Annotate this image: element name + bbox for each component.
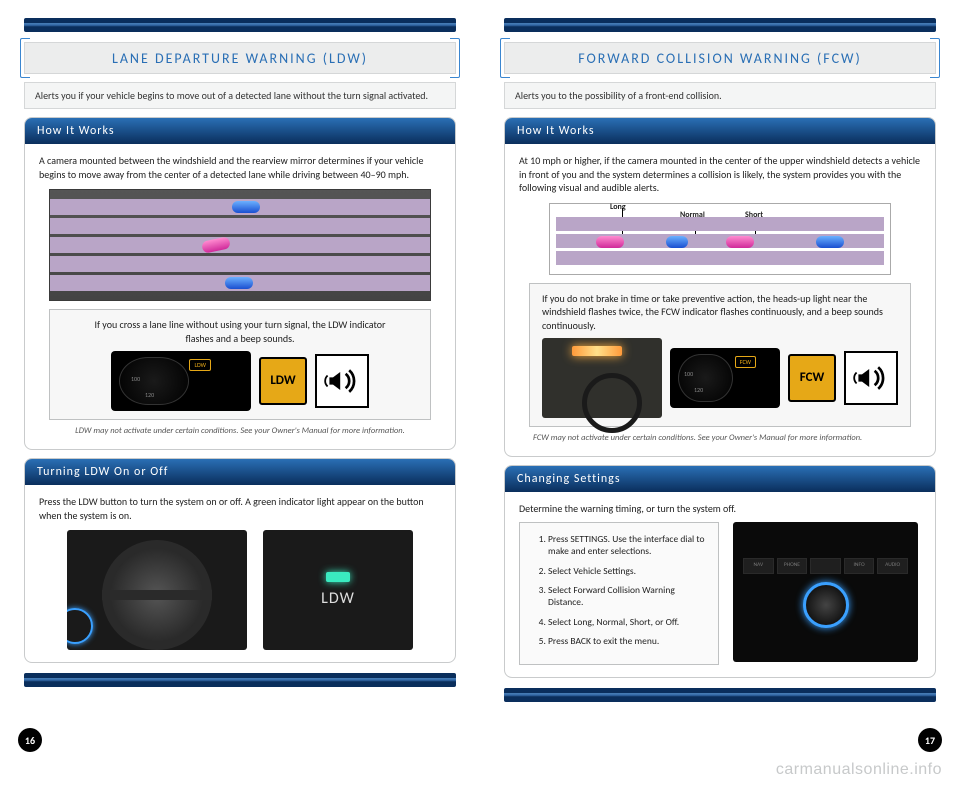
console-button	[810, 558, 841, 574]
speedo-tick: 100	[684, 370, 693, 378]
section-body: A camera mounted between the windshield …	[25, 144, 455, 449]
car-icon	[666, 236, 688, 248]
bottom-accent-bar	[504, 688, 936, 702]
alert-text: If you cross a lane line without using y…	[62, 318, 418, 345]
lane-diagram	[49, 189, 431, 301]
car-icon	[816, 236, 844, 248]
section-body: Determine the warning timing, or turn th…	[505, 492, 935, 677]
button-label: LDW	[321, 588, 355, 610]
car-icon	[201, 236, 231, 254]
console-button: PHONE	[777, 558, 808, 574]
led-indicator-icon	[326, 572, 350, 582]
section-body: At 10 mph or higher, if the camera mount…	[505, 144, 935, 456]
hud-illustration	[542, 338, 662, 418]
step-item: Select Forward Collision Warning Distanc…	[548, 584, 706, 609]
interface-dial-icon	[803, 582, 849, 628]
lane-row	[556, 217, 884, 231]
sound-icon	[844, 351, 898, 405]
hud-light-icon	[572, 346, 622, 356]
fcw-badge: FCW	[788, 354, 836, 402]
ldw-button-photo: LDW	[263, 530, 413, 650]
car-icon	[232, 201, 260, 213]
section-heading: How It Works	[25, 118, 455, 144]
top-accent-bar	[24, 18, 456, 32]
console-photo: NAV PHONE INFO AUDIO	[733, 522, 918, 662]
alert-box: If you do not brake in time or take prev…	[529, 283, 911, 428]
step-item: Select Vehicle Settings.	[548, 565, 706, 577]
dash-indicator-label: LDW	[189, 359, 211, 371]
steering-wheel-photo	[67, 530, 247, 650]
section-how-it-works: How It Works A camera mounted between th…	[24, 117, 456, 450]
speedo-tick: 120	[694, 386, 703, 394]
settings-text: Determine the warning timing, or turn th…	[519, 502, 921, 516]
page-number: 17	[918, 728, 942, 752]
lane-row	[556, 251, 884, 265]
section-heading: Turning LDW On or Off	[25, 459, 455, 485]
lane-row	[50, 199, 430, 215]
steering-wheel-icon	[582, 373, 642, 433]
section-heading: Changing Settings	[505, 466, 935, 492]
step-item: Select Long, Normal, Short, or Off.	[548, 616, 706, 628]
lane-row	[50, 256, 430, 272]
steps-box: Press SETTINGS. Use the interface dial t…	[519, 522, 719, 665]
alert-row: 100 120 LDW LDW	[62, 351, 418, 411]
image-row: LDW	[39, 530, 441, 650]
steps-list: Press SETTINGS. Use the interface dial t…	[532, 533, 706, 647]
footnote: LDW may not activate under certain condi…	[49, 426, 431, 437]
subtitle: Alerts you to the possibility of a front…	[504, 82, 936, 109]
car-icon	[726, 236, 754, 248]
manual-spread: LANE DEPARTURE WARNING (LDW) Alerts you …	[0, 0, 960, 760]
page-left: LANE DEPARTURE WARNING (LDW) Alerts you …	[0, 0, 480, 760]
how-text: At 10 mph or higher, if the camera mount…	[519, 154, 921, 195]
section-heading: How It Works	[505, 118, 935, 144]
car-icon	[225, 277, 253, 289]
page-number: 16	[18, 728, 42, 752]
page-title: FORWARD COLLISION WARNING (FCW)	[578, 50, 862, 67]
console-button: NAV	[743, 558, 774, 574]
toggle-text: Press the LDW button to turn the system …	[39, 495, 441, 522]
page-right: FORWARD COLLISION WARNING (FCW) Alerts y…	[480, 0, 960, 760]
title-block-fcw: FORWARD COLLISION WARNING (FCW)	[504, 42, 936, 74]
lane-row	[50, 218, 430, 234]
section-toggle-ldw: Turning LDW On or Off Press the LDW butt…	[24, 458, 456, 663]
steering-wheel-icon	[102, 540, 212, 650]
title-bar: LANE DEPARTURE WARNING (LDW)	[24, 42, 456, 74]
console-button: INFO	[844, 558, 875, 574]
top-accent-bar	[504, 18, 936, 32]
settings-row: Press SETTINGS. Use the interface dial t…	[519, 522, 921, 665]
console-button: AUDIO	[877, 558, 908, 574]
footnote: FCW may not activate under certain condi…	[533, 433, 911, 444]
title-bar: FORWARD COLLISION WARNING (FCW)	[504, 42, 936, 74]
subtitle: Alerts you if your vehicle begins to mov…	[24, 82, 456, 109]
alert-box: If you cross a lane line without using y…	[49, 309, 431, 420]
watermark: carmanualsonline.info	[776, 761, 942, 779]
dash-indicator-label: FCW	[735, 356, 756, 368]
dashboard-illustration: 100 120 FCW	[670, 348, 780, 408]
alert-row: 100 120 FCW FCW	[542, 338, 898, 418]
step-item: Press SETTINGS. Use the interface dial t…	[548, 533, 706, 558]
title-block-ldw: LANE DEPARTURE WARNING (LDW)	[24, 42, 456, 74]
page-title: LANE DEPARTURE WARNING (LDW)	[112, 50, 368, 67]
section-how-it-works: How It Works At 10 mph or higher, if the…	[504, 117, 936, 457]
distance-label-long: Long	[610, 202, 626, 213]
ldw-badge: LDW	[259, 357, 307, 405]
section-changing-settings: Changing Settings Determine the warning …	[504, 465, 936, 678]
bottom-accent-bar	[24, 673, 456, 687]
lane-row	[50, 237, 430, 253]
step-item: Press BACK to exit the menu.	[548, 635, 706, 647]
section-body: Press the LDW button to turn the system …	[25, 485, 455, 662]
callout-circle-icon	[67, 608, 93, 644]
alert-text: If you do not brake in time or take prev…	[542, 292, 898, 333]
distance-diagram: Long Normal Short	[549, 203, 891, 275]
console-button-row: NAV PHONE INFO AUDIO	[743, 558, 908, 574]
speedo-tick: 120	[145, 391, 154, 399]
how-text: A camera mounted between the windshield …	[39, 154, 441, 181]
dashboard-illustration: 100 120 LDW	[111, 351, 251, 411]
car-icon	[596, 236, 624, 248]
sound-icon	[315, 354, 369, 408]
speedo-tick: 100	[131, 375, 140, 383]
lane-row	[50, 275, 430, 291]
lane-row	[556, 234, 884, 248]
